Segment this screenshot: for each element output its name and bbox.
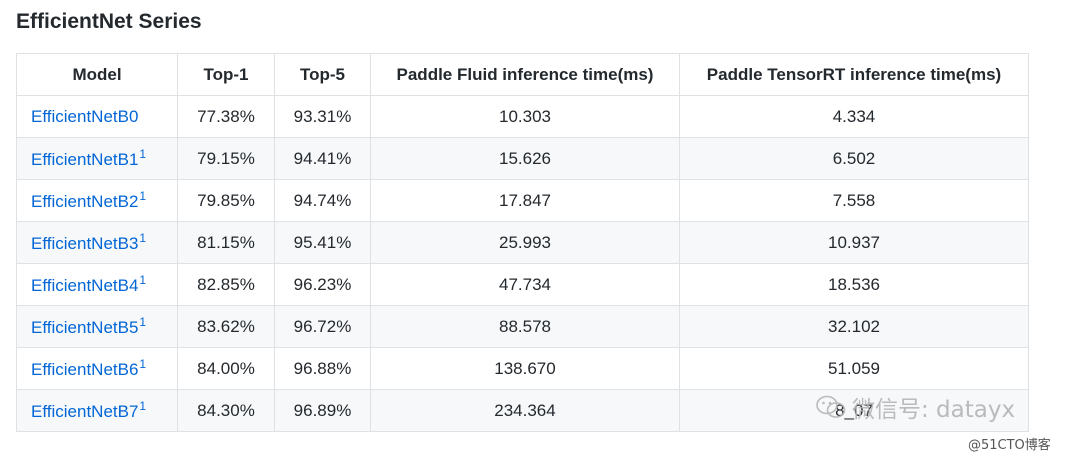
top1-cell: 82.85% <box>177 263 275 306</box>
model-name: EfficientNetB1 <box>31 150 139 169</box>
model-cell: EfficientNetB51 <box>16 305 178 348</box>
model-name: EfficientNetB2 <box>31 192 139 211</box>
table-body: EfficientNetB0 77.38% 93.31% 10.303 4.334 Eff… <box>16 95 1029 432</box>
header-tensorrt-time: Paddle TensorRT inference time(ms) <box>679 53 1029 96</box>
footnote-marker: 1 <box>139 231 147 245</box>
tensorrt-time-cell: 4.334 <box>679 95 1029 138</box>
model-link[interactable]: EfficientNetB31 <box>31 231 147 253</box>
model-cell: EfficientNetB21 <box>16 179 178 222</box>
model-name: EfficientNetB4 <box>31 276 139 295</box>
model-name: EfficientNetB5 <box>31 318 139 337</box>
top1-cell: 83.62% <box>177 305 275 348</box>
tensorrt-time-cell: 6.502 <box>679 137 1029 180</box>
footnote-marker: 1 <box>139 399 147 413</box>
header-fluid-time: Paddle Fluid inference time(ms) <box>370 53 680 96</box>
top1-cell: 79.15% <box>177 137 275 180</box>
tensorrt-time-cell: 7.558 <box>679 179 1029 222</box>
table-row: EfficientNetB61 84.00% 96.88% 138.670 51.059 <box>16 347 1029 390</box>
model-link[interactable]: EfficientNetB61 <box>31 357 147 379</box>
model-link[interactable]: EfficientNetB41 <box>31 273 147 295</box>
top5-cell: 96.88% <box>274 347 371 390</box>
fluid-time-cell: 138.670 <box>370 347 680 390</box>
top5-cell: 94.41% <box>274 137 371 180</box>
header-top5: Top-5 <box>274 53 371 96</box>
top5-cell: 96.72% <box>274 305 371 348</box>
tensorrt-time-cell: 32.102 <box>679 305 1029 348</box>
model-link[interactable]: EfficientNetB11 <box>31 147 147 169</box>
header-top1: Top-1 <box>177 53 275 96</box>
table-row: EfficientNetB41 82.85% 96.23% 47.734 18.536 <box>16 263 1029 306</box>
fluid-time-cell: 25.993 <box>370 221 680 264</box>
model-link[interactable]: EfficientNetB71 <box>31 399 147 421</box>
top1-cell: 84.00% <box>177 347 275 390</box>
model-cell: EfficientNetB0 <box>16 95 178 138</box>
fluid-time-cell: 88.578 <box>370 305 680 348</box>
model-cell: EfficientNetB31 <box>16 221 178 264</box>
table-row: EfficientNetB31 81.15% 95.41% 25.993 10.937 <box>16 221 1029 264</box>
footnote-marker: 1 <box>139 315 147 329</box>
top1-cell: 79.85% <box>177 179 275 222</box>
tensorrt-time-cell: 18.536 <box>679 263 1029 306</box>
top1-cell: 84.30% <box>177 389 275 432</box>
top5-cell: 94.74% <box>274 179 371 222</box>
fluid-time-cell: 10.303 <box>370 95 680 138</box>
fluid-time-cell: 17.847 <box>370 179 680 222</box>
top1-cell: 81.15% <box>177 221 275 264</box>
fluid-time-cell: 15.626 <box>370 137 680 180</box>
table-header-row: Model Top-1 Top-5 Paddle Fluid inference… <box>16 53 1029 96</box>
top5-cell: 93.31% <box>274 95 371 138</box>
model-cell: EfficientNetB61 <box>16 347 178 390</box>
top5-cell: 95.41% <box>274 221 371 264</box>
fluid-time-cell: 234.364 <box>370 389 680 432</box>
table-row: EfficientNetB11 79.15% 94.41% 15.626 6.502 <box>16 137 1029 180</box>
model-link[interactable]: EfficientNetB21 <box>31 189 147 211</box>
table-row: EfficientNetB51 83.62% 96.72% 88.578 32.102 <box>16 305 1029 348</box>
model-cell: EfficientNetB11 <box>16 137 178 180</box>
model-cell: EfficientNetB41 <box>16 263 178 306</box>
table-row: EfficientNetB0 77.38% 93.31% 10.303 4.334 <box>16 95 1029 138</box>
model-link[interactable]: EfficientNetB0 <box>31 107 138 126</box>
model-link[interactable]: EfficientNetB51 <box>31 315 147 337</box>
model-cell: EfficientNetB71 <box>16 389 178 432</box>
header-model: Model <box>16 53 178 96</box>
footnote-marker: 1 <box>139 147 147 161</box>
credit-text: @51CTO博客 <box>968 438 1051 453</box>
efficientnet-table: Model Top-1 Top-5 Paddle Fluid inference… <box>16 53 1029 432</box>
tensorrt-time-cell: 51.059 <box>679 347 1029 390</box>
model-name: EfficientNetB0 <box>31 106 139 126</box>
top5-cell: 96.23% <box>274 263 371 306</box>
model-name: EfficientNetB6 <box>31 360 139 379</box>
top1-cell: 77.38% <box>177 95 275 138</box>
model-name: EfficientNetB7 <box>31 402 139 421</box>
footnote-marker: 1 <box>139 357 147 371</box>
tensorrt-time-cell: 8_07 <box>679 389 1029 432</box>
fluid-time-cell: 47.734 <box>370 263 680 306</box>
table-row: EfficientNetB71 84.30% 96.89% 234.364 8_07 <box>16 389 1029 432</box>
model-name: EfficientNetB3 <box>31 234 139 253</box>
footnote-marker: 1 <box>139 273 147 287</box>
top5-cell: 96.89% <box>274 389 371 432</box>
tensorrt-time-cell: 10.937 <box>679 221 1029 264</box>
footnote-marker: 1 <box>139 189 147 203</box>
table-row: EfficientNetB21 79.85% 94.74% 17.847 7.558 <box>16 179 1029 222</box>
page-title: EfficientNet Series <box>16 10 202 33</box>
